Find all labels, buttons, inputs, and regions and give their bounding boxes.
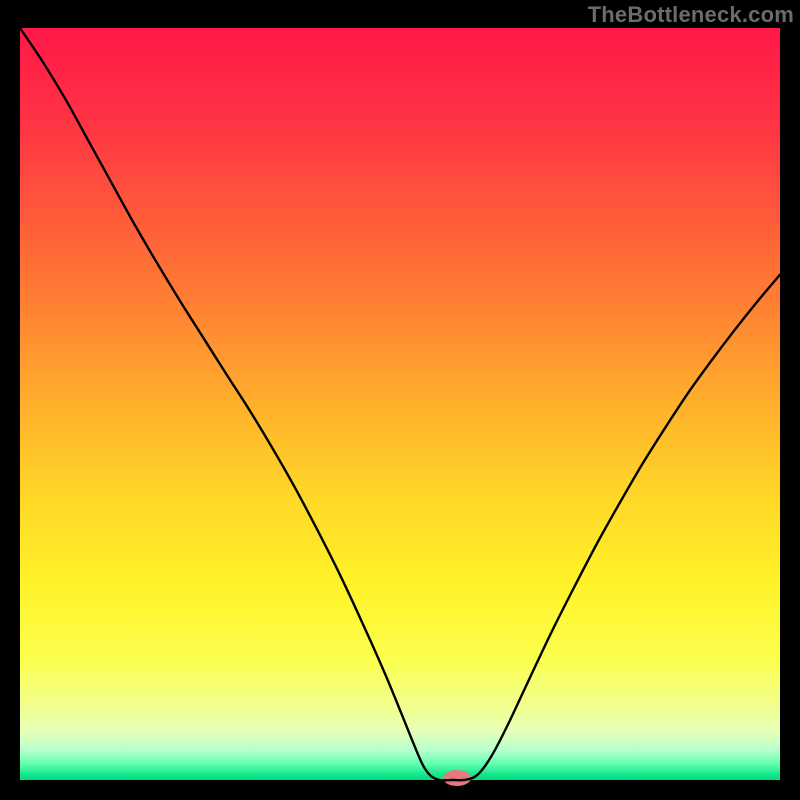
bottleneck-chart <box>0 0 800 800</box>
bottleneck-marker <box>443 770 471 786</box>
chart-stage: TheBottleneck.com <box>0 0 800 800</box>
watermark-text: TheBottleneck.com <box>588 2 794 28</box>
chart-gradient-background <box>20 28 780 780</box>
